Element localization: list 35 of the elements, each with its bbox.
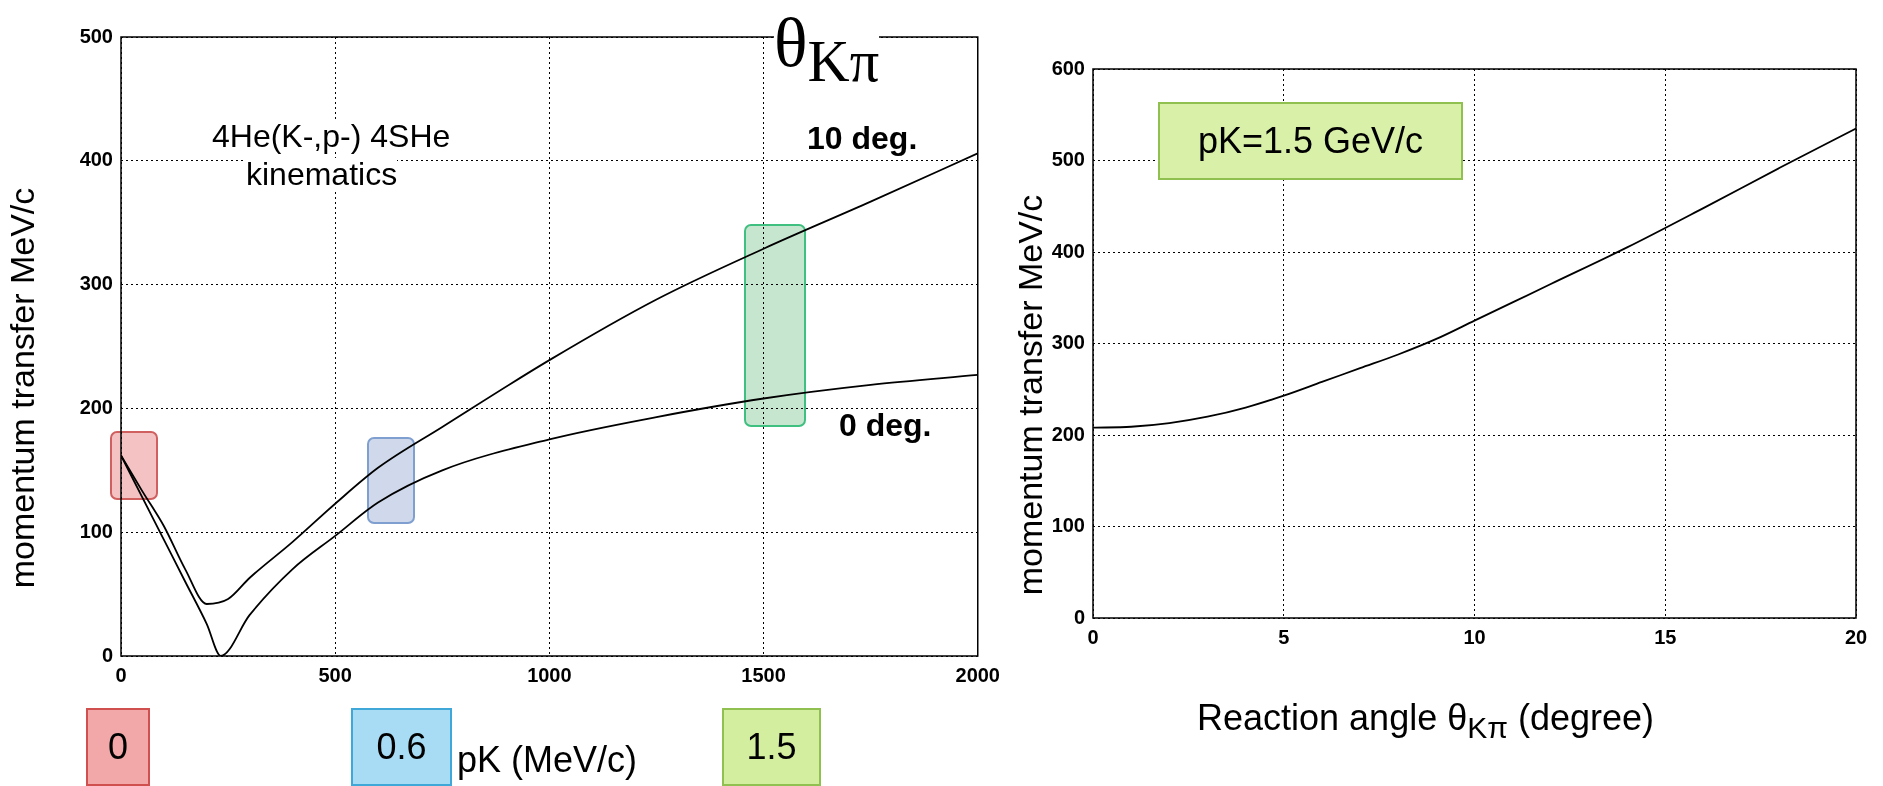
y-tick-label: 300 [1051,331,1085,354]
x-tick-label: 0 [1087,625,1099,648]
x-tick-label: 1000 [527,663,572,686]
y-axis-title: momentum transfer MeV/c [3,187,41,589]
x-tick-label: 20 [1844,625,1868,648]
x-tick-label: 5 [1278,625,1290,648]
y-tick-label: 200 [79,395,113,418]
x-tick-label: 10 [1463,625,1486,648]
x-axis-title: Reaction angle θ$_{Kπ}$ (degree) [1197,697,1654,745]
series-label: 10 deg. [807,120,918,156]
x-tick-label: 0 [115,663,127,686]
y-tick-label: 300 [79,272,113,295]
x-tick-label: 500 [318,663,352,686]
y-tick-label: 500 [79,24,113,47]
text: 1.5 [722,708,821,786]
x-axis-title: pK (MeV/c) [457,739,638,780]
y-tick-label: 0 [1073,605,1085,628]
y-tick-label: 100 [1051,514,1085,537]
y-tick-label: 100 [79,519,113,542]
y-tick-label: 400 [1051,239,1085,262]
text: 0.6 [351,708,452,786]
series-label: 0 deg. [839,407,932,443]
annotation: θ$_{Kπ}$ [774,4,880,94]
x-tick-label: 15 [1654,625,1677,648]
x-tick-label: 2000 [955,663,1000,686]
annotation: kinematics [246,156,398,192]
x-tick-label: 1500 [741,663,786,686]
y-tick-label: 200 [1051,422,1085,445]
y-tick-label: 0 [101,643,113,666]
annotation: 4He(K-,p-) 4SHe [212,118,451,154]
annotation: pK=1.5 GeV/c [1158,102,1463,180]
y-tick-label: 500 [1051,148,1085,171]
y-axis-title: momentum transfer MeV/c [1011,194,1049,596]
y-tick-label: 400 [79,148,113,171]
y-tick-label: 600 [1051,56,1085,79]
